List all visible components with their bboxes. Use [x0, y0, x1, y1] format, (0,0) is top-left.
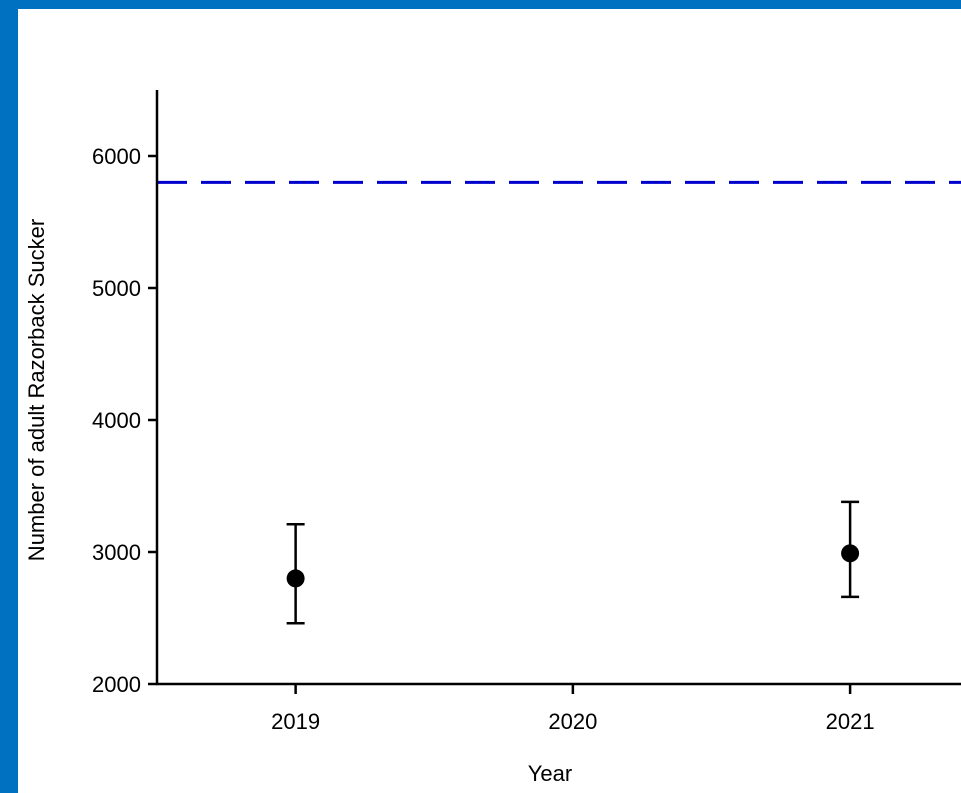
data-point: [286, 569, 305, 588]
x-axis-label: Year: [528, 761, 572, 786]
plot-panel: [18, 9, 961, 793]
y-tick-label: 4000: [92, 408, 141, 433]
x-axis-ticks: 2019 2020 2021: [271, 684, 875, 734]
x-tick-label: 2021: [826, 709, 875, 734]
y-tick-label: 2000: [92, 672, 141, 697]
x-tick-label: 2019: [271, 709, 320, 734]
y-tick-label: 3000: [92, 540, 141, 565]
y-axis-ticks: 2000 3000 4000 5000 6000: [92, 144, 157, 697]
y-tick-label: 6000: [92, 144, 141, 169]
data-points: [286, 500, 860, 625]
data-point: [841, 544, 860, 563]
x-tick-label: 2020: [548, 709, 597, 734]
y-axis-label: Number of adult Razorback Sucker: [24, 219, 49, 561]
y-tick-label: 5000: [92, 276, 141, 301]
